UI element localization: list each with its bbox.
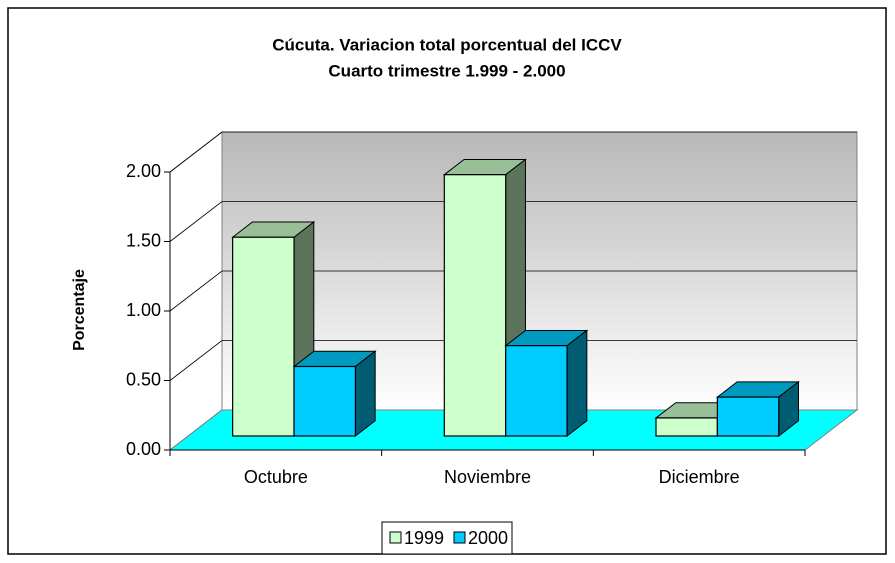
chart-subtitle: Cuarto trimestre 1.999 - 2.000 xyxy=(328,61,565,80)
legend-box xyxy=(381,521,513,555)
x-tick-label: Diciembre xyxy=(659,467,740,487)
y-tick-label: 0.50 xyxy=(126,369,161,389)
x-tick-label: Octubre xyxy=(244,467,308,487)
bar xyxy=(505,345,568,437)
bar xyxy=(443,174,507,437)
chart-title: Cúcuta. Variacion total porcentual del I… xyxy=(272,35,622,54)
legend-label: 1999 xyxy=(404,528,444,548)
grid-line xyxy=(169,201,857,242)
y-tick-label: 2.00 xyxy=(126,161,161,181)
bar xyxy=(293,365,357,437)
bar xyxy=(232,236,295,437)
y-tick-label: 1.50 xyxy=(126,230,161,250)
y-axis-label: Porcentaje xyxy=(71,269,88,351)
grid-line xyxy=(169,131,857,173)
bar xyxy=(716,396,780,437)
bar-side xyxy=(354,350,376,438)
legend-swatch xyxy=(389,531,402,544)
legend-swatch xyxy=(453,531,466,544)
bar-side xyxy=(566,329,588,438)
grid-line xyxy=(169,270,857,312)
legend-label: 2000 xyxy=(468,528,508,548)
grid-line xyxy=(169,340,857,381)
bar xyxy=(655,417,718,437)
y-tick-label: 0.00 xyxy=(126,439,161,459)
x-tick-label: Noviembre xyxy=(444,467,531,487)
y-tick-label: 1.00 xyxy=(126,300,161,320)
